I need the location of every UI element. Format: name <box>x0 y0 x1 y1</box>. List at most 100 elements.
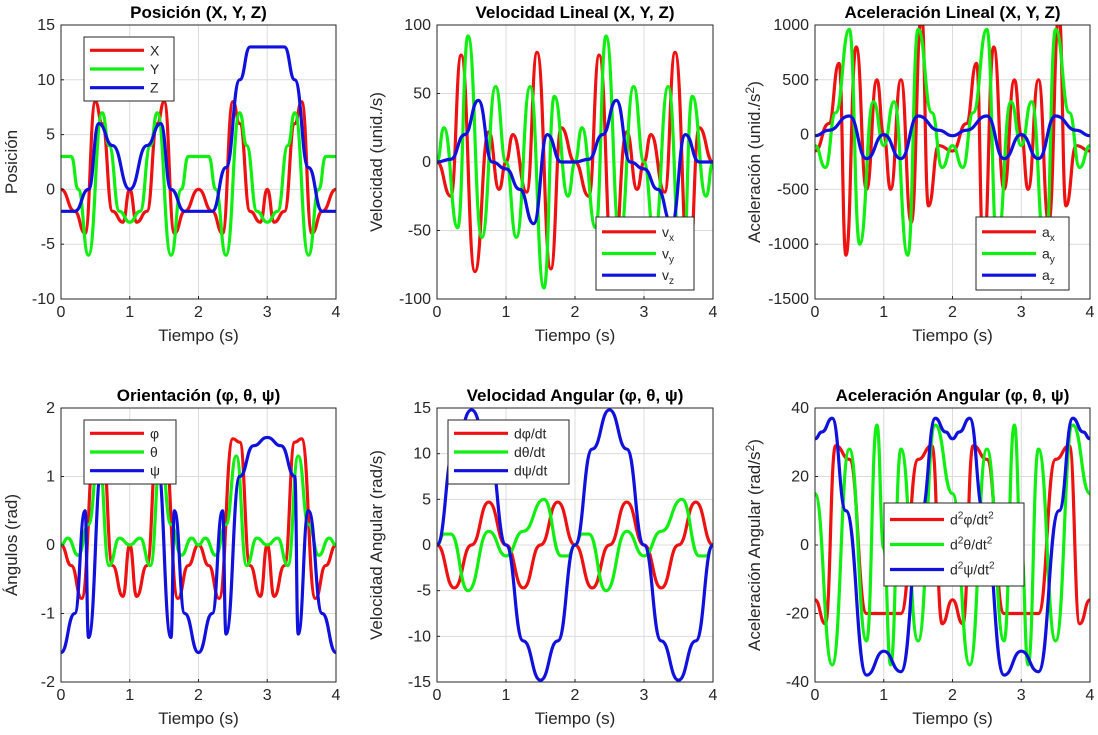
y-axis-label: Velocidad (unid./s) <box>367 92 386 232</box>
y-tick-label: 50 <box>413 86 431 103</box>
x-tick-label: 1 <box>502 304 511 321</box>
chart-panel-2: 0 1 2 3 4 -100 -50 0 50 100 Velocidad Lineal (X, Y… <box>367 3 718 345</box>
x-tick-label: 4 <box>332 304 341 321</box>
x-tick-label: 0 <box>811 687 820 704</box>
legend-label-1: X <box>150 42 160 58</box>
y-axis-label: Posición <box>2 130 21 194</box>
x-tick-label: 4 <box>709 304 718 321</box>
chart-panel-3: 0 1 2 3 4 -1500 -1000 -500 0 500 1000 Aceleración L… <box>743 3 1095 345</box>
x-tick-label: 2 <box>194 304 203 321</box>
series-line-2 <box>815 423 1090 667</box>
y-tick-label: 1000 <box>773 17 809 34</box>
legend-label-3: ψ <box>150 463 160 479</box>
y-tick-label: -40 <box>786 674 809 691</box>
y-tick-label: 15 <box>37 17 55 34</box>
legend: XYZ <box>83 36 175 102</box>
y-tick-label: 0 <box>46 537 55 554</box>
chart-title: Aceleración Lineal (X, Y, Z) <box>844 3 1060 22</box>
x-tick-label: 3 <box>1017 304 1026 321</box>
x-tick-label: 1 <box>125 304 134 321</box>
legend-label-2: dθ/dt <box>514 444 545 460</box>
legend-label-1: d2φ/dt2 <box>950 511 994 528</box>
legend-label-1: ax <box>1042 224 1055 244</box>
y-tick-label: 5 <box>46 127 55 144</box>
x-tick-label: 0 <box>57 687 66 704</box>
x-tick-label: 1 <box>125 687 134 704</box>
y-tick-label: -15 <box>408 674 431 691</box>
legend-label-2: θ <box>150 444 158 460</box>
x-tick-label: 4 <box>709 687 718 704</box>
x-axis-label: Tiempo (s) <box>535 709 616 728</box>
y-tick-label: -20 <box>786 606 809 623</box>
legend-label-1: φ <box>150 425 159 441</box>
x-tick-label: 2 <box>571 304 580 321</box>
legend-label-3: Z <box>150 80 159 96</box>
legend-label-1: dφ/dt <box>514 425 547 441</box>
series-line-3 <box>815 416 1090 677</box>
x-axis-label: Tiempo (s) <box>912 709 993 728</box>
y-axis-label: Ángulos (rad) <box>2 494 21 596</box>
legend: dφ/dt dθ/dt dψ/dt <box>447 419 570 485</box>
y-tick-label: -500 <box>777 181 809 198</box>
legend-label-3: dψ/dt <box>514 463 547 479</box>
x-tick-label: 1 <box>879 304 888 321</box>
legend: d2φ/dt2 d2θ/dt2 d2ψ/dt2 <box>883 502 1025 587</box>
y-tick-label: 100 <box>404 17 431 34</box>
chart-panel-5: 0 1 2 3 4 -15 -10 -5 0 5 10 15 Velocidad Angular (φ,… <box>367 386 718 728</box>
y-tick-label: 0 <box>422 154 431 171</box>
y-tick-label: 0 <box>46 181 55 198</box>
legend-label-2: vy <box>662 246 675 266</box>
series-line-3 <box>61 45 336 213</box>
chart-title: Velocidad Lineal (X, Y, Z) <box>475 3 674 22</box>
chart-title: Orientación (φ, θ, ψ) <box>117 386 281 405</box>
y-tick-label: -50 <box>408 223 431 240</box>
chart-panel-1: 0 1 2 3 4 -10 -5 0 5 10 15 Posición (X, Y, Z) Tiempo… <box>2 3 341 345</box>
y-tick-label: -5 <box>41 236 55 253</box>
x-tick-label: 0 <box>433 304 442 321</box>
x-axis-label: Tiempo (s) <box>912 326 993 345</box>
x-tick-label: 3 <box>263 687 272 704</box>
y-tick-label: 40 <box>791 400 809 417</box>
x-tick-label: 3 <box>1017 687 1026 704</box>
chart-panel-4: 0 1 2 3 4 -2 -1 0 1 2 Orientación (φ, θ, ψ) Tiempo … <box>2 386 341 728</box>
y-axis-label: Aceleración Angular (rad/s2) <box>743 439 764 651</box>
y-tick-label: -5 <box>417 583 431 600</box>
legend-label-3: d2ψ/dt2 <box>950 561 995 578</box>
y-tick-label: -2 <box>41 674 55 691</box>
legend-label-3: az <box>1042 267 1055 287</box>
y-tick-label: -100 <box>399 291 431 308</box>
x-tick-label: 0 <box>57 304 66 321</box>
x-axis-label: Tiempo (s) <box>158 326 239 345</box>
y-tick-label: 10 <box>37 72 55 89</box>
y-tick-label: 500 <box>782 72 809 89</box>
x-tick-label: 4 <box>332 687 341 704</box>
legend-label-2: d2θ/dt2 <box>950 536 993 553</box>
x-axis-label: Tiempo (s) <box>158 709 239 728</box>
series-line-1 <box>61 100 336 235</box>
y-tick-label: 0 <box>800 127 809 144</box>
y-tick-label: -1 <box>41 606 55 623</box>
x-tick-label: 4 <box>1086 687 1095 704</box>
series-group <box>815 416 1090 677</box>
x-tick-label: 2 <box>948 304 957 321</box>
y-axis-label: Aceleración (unid./s2) <box>743 81 764 243</box>
legend-label-3: vz <box>662 267 674 287</box>
x-tick-label: 0 <box>433 687 442 704</box>
legend-box <box>447 419 570 485</box>
x-tick-label: 3 <box>640 687 649 704</box>
chart-title: Velocidad Angular (φ, θ, ψ) <box>467 386 684 405</box>
y-tick-label: -1000 <box>768 236 809 253</box>
x-tick-label: 2 <box>571 687 580 704</box>
series-line-3 <box>815 114 1090 161</box>
x-tick-label: 4 <box>1086 304 1095 321</box>
y-tick-label: 5 <box>422 491 431 508</box>
x-tick-label: 2 <box>948 687 957 704</box>
legend-label-2: ay <box>1042 246 1056 266</box>
y-tick-label: 0 <box>800 537 809 554</box>
x-axis-label: Tiempo (s) <box>535 326 616 345</box>
y-tick-label: 10 <box>413 446 431 463</box>
y-tick-label: 0 <box>422 537 431 554</box>
